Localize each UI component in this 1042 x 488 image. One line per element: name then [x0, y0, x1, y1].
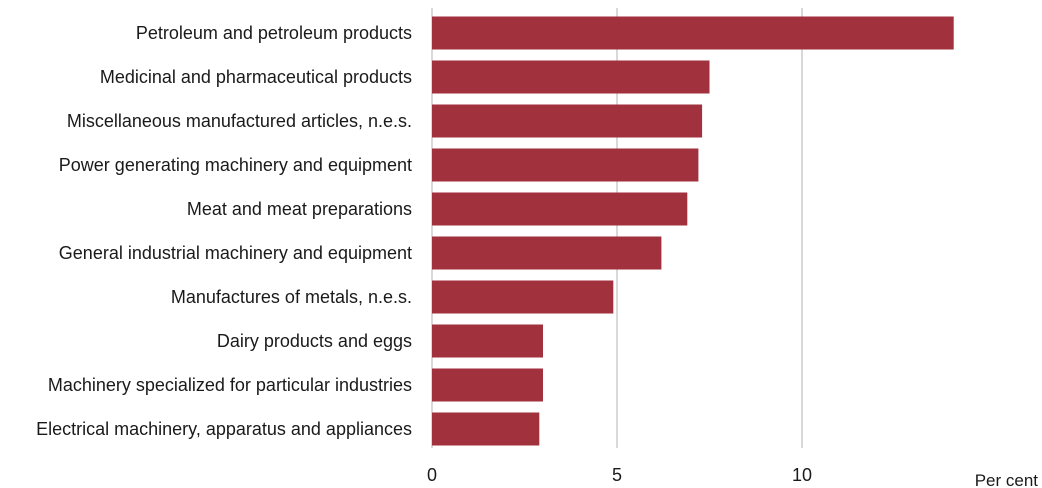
- bar: [432, 192, 688, 226]
- category-label: Dairy products and eggs: [217, 331, 412, 351]
- category-label: Petroleum and petroleum products: [136, 23, 412, 43]
- category-label: Electrical machinery, apparatus and appl…: [36, 419, 412, 439]
- bar: [432, 16, 954, 50]
- bar: [432, 104, 703, 138]
- bar: [432, 236, 662, 270]
- bar: [432, 280, 614, 314]
- category-label: Manufactures of metals, n.e.s.: [171, 287, 412, 307]
- x-tick-label: 10: [792, 465, 812, 485]
- category-label: Meat and meat preparations: [187, 199, 412, 219]
- category-label: Machinery specialized for particular ind…: [48, 375, 412, 395]
- bar: [432, 324, 543, 358]
- x-tick-label: 0: [427, 465, 437, 485]
- category-label: Miscellaneous manufactured articles, n.e…: [67, 111, 412, 131]
- bar: [432, 412, 540, 446]
- category-label: Power generating machinery and equipment: [59, 155, 412, 175]
- category-label: General industrial machinery and equipme…: [59, 243, 412, 263]
- bars: [432, 16, 954, 446]
- x-axis-ticks: 0 5 10: [427, 465, 812, 485]
- category-labels: Petroleum and petroleum products Medicina…: [36, 23, 412, 439]
- category-label: Medicinal and pharmaceutical products: [100, 67, 412, 87]
- bar: [432, 60, 710, 94]
- x-tick-label: 5: [612, 465, 622, 485]
- bar: [432, 148, 699, 182]
- x-axis-unit-label: Per cent: [975, 471, 1039, 488]
- bar: [432, 368, 543, 402]
